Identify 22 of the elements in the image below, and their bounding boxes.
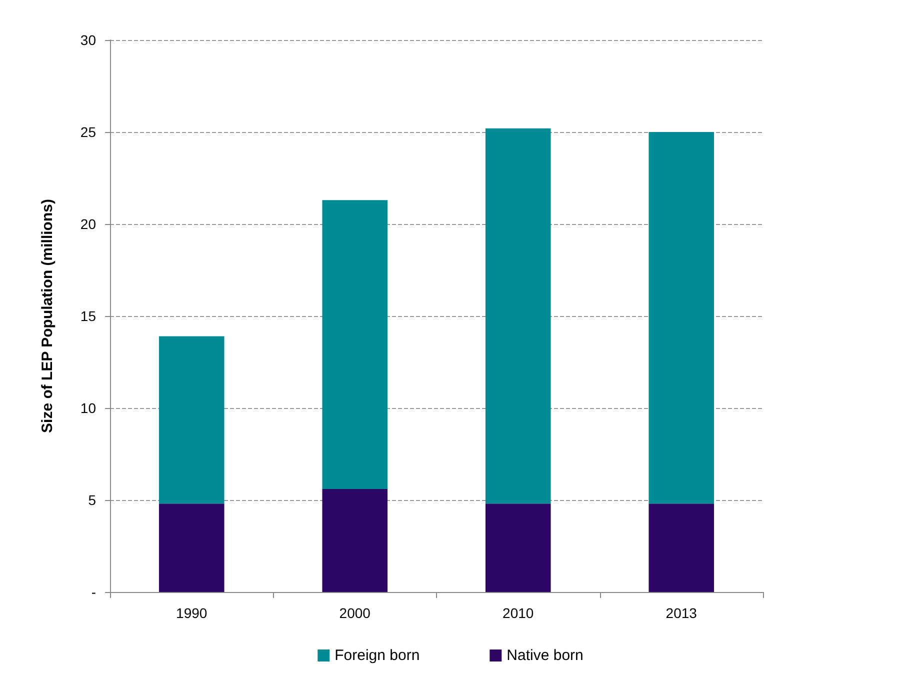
x-tick-label: 2013: [666, 605, 698, 621]
bar: [322, 200, 388, 489]
x-tick-label: 2000: [339, 605, 371, 621]
y-tick-label: 25: [80, 124, 96, 140]
y-axis-title: Size of LEP Population (millions): [39, 199, 56, 433]
x-tick-label: 2010: [502, 605, 534, 621]
y-tick-label: 10: [80, 400, 96, 416]
bar: [485, 128, 551, 504]
y-tick-label: 15: [80, 308, 96, 324]
legend-label: Foreign born: [334, 647, 420, 664]
bar: [158, 336, 224, 504]
bar: [648, 504, 714, 592]
y-tick-label: 5: [88, 492, 96, 508]
y-tick-label: 30: [80, 32, 96, 48]
bar: [322, 488, 388, 592]
y-tick-label: 20: [80, 216, 96, 232]
legend-label: Native born: [506, 647, 584, 664]
y-tick-label: -: [91, 584, 96, 600]
bar: [648, 132, 714, 504]
bar: [485, 504, 551, 592]
x-tick-label: 1990: [176, 605, 208, 621]
bar: [158, 504, 224, 592]
